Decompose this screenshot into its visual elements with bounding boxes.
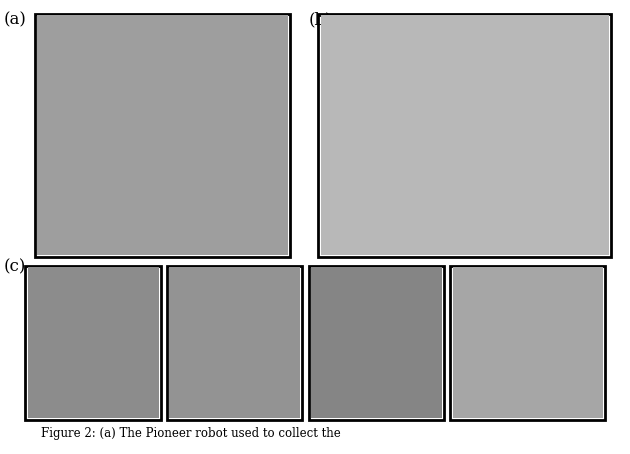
Text: Figure 2: (a) The Pioneer robot used to collect the: Figure 2: (a) The Pioneer robot used to … (41, 427, 341, 440)
Bar (167, 266, 302, 420)
Bar (35, 14, 290, 257)
Text: (c): (c) (3, 259, 26, 276)
Bar (450, 266, 605, 420)
Text: (a): (a) (3, 11, 26, 28)
Bar (25, 266, 161, 420)
Bar (318, 14, 611, 257)
Text: (b): (b) (309, 11, 333, 28)
Bar (309, 266, 444, 420)
